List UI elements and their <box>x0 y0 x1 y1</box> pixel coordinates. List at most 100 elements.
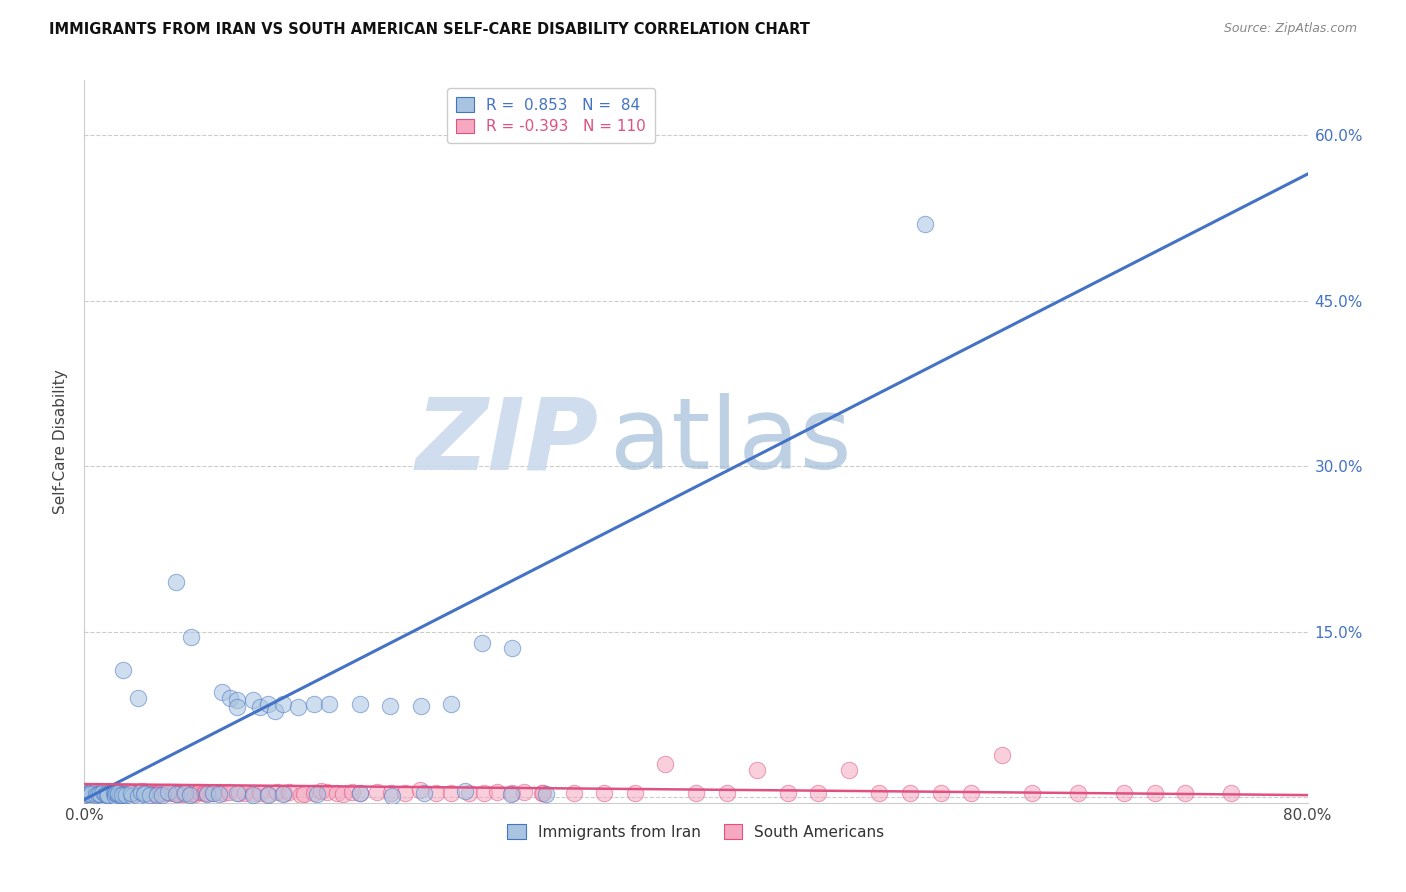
Point <box>242 693 264 707</box>
Point <box>228 786 250 800</box>
Point <box>107 786 129 800</box>
Point <box>110 788 132 802</box>
Point <box>960 786 983 800</box>
Point <box>440 697 463 711</box>
Point <box>292 787 315 801</box>
Point <box>93 786 115 800</box>
Point <box>153 786 176 800</box>
Point <box>290 788 312 802</box>
Point <box>122 787 145 801</box>
Point <box>120 786 142 800</box>
Point <box>77 786 100 800</box>
Point <box>208 788 231 802</box>
Point <box>73 786 96 800</box>
Point <box>104 786 127 800</box>
Point <box>180 786 202 800</box>
Point <box>531 786 554 800</box>
Point <box>80 787 103 801</box>
Point <box>173 786 195 800</box>
Point <box>166 787 188 801</box>
Point <box>1021 786 1043 800</box>
Point <box>776 786 799 800</box>
Point <box>226 693 249 707</box>
Text: IMMIGRANTS FROM IRAN VS SOUTH AMERICAN SELF-CARE DISABILITY CORRELATION CHART: IMMIGRANTS FROM IRAN VS SOUTH AMERICAN S… <box>49 22 810 37</box>
Point <box>453 784 475 798</box>
Point <box>654 757 676 772</box>
Point <box>93 785 115 799</box>
Point <box>249 786 271 800</box>
Point <box>96 789 118 803</box>
Point <box>225 786 247 800</box>
Text: atlas: atlas <box>610 393 852 490</box>
Point <box>111 788 134 802</box>
Point <box>90 786 112 800</box>
Point <box>136 786 159 800</box>
Point <box>84 788 107 802</box>
Point <box>380 786 402 800</box>
Point <box>302 786 325 800</box>
Point <box>107 786 129 800</box>
Point <box>101 785 124 799</box>
Point <box>485 785 508 799</box>
Point <box>195 786 218 800</box>
Point <box>624 786 647 800</box>
Point <box>257 787 280 801</box>
Point <box>145 788 167 802</box>
Point <box>112 788 135 802</box>
Point <box>121 786 143 800</box>
Point <box>94 787 117 801</box>
Point <box>165 575 187 590</box>
Point <box>307 788 329 802</box>
Point <box>425 786 447 800</box>
Point <box>159 786 181 800</box>
Point <box>195 787 218 801</box>
Point <box>114 786 136 800</box>
Point <box>242 786 264 800</box>
Point <box>685 786 707 800</box>
Point <box>188 785 211 799</box>
Point <box>531 786 554 800</box>
Point <box>325 787 347 801</box>
Point <box>183 787 205 801</box>
Point <box>287 699 309 714</box>
Point <box>394 786 416 800</box>
Point <box>89 786 111 800</box>
Point <box>79 785 101 799</box>
Point <box>249 699 271 714</box>
Point <box>502 641 524 656</box>
Point <box>165 787 187 801</box>
Point <box>593 786 616 800</box>
Point <box>349 786 371 800</box>
Point <box>173 787 195 801</box>
Point <box>107 788 129 802</box>
Point <box>135 785 157 799</box>
Point <box>349 786 371 800</box>
Point <box>914 217 936 231</box>
Point <box>271 787 294 801</box>
Point <box>73 788 96 802</box>
Point <box>111 787 134 801</box>
Point <box>127 787 149 801</box>
Point <box>112 786 135 800</box>
Point <box>898 786 921 800</box>
Point <box>562 786 585 800</box>
Point <box>80 786 103 800</box>
Point <box>472 786 495 800</box>
Point <box>157 785 180 799</box>
Text: ZIP: ZIP <box>415 393 598 490</box>
Point <box>869 786 891 800</box>
Point <box>179 789 201 803</box>
Text: Source: ZipAtlas.com: Source: ZipAtlas.com <box>1223 22 1357 36</box>
Point <box>807 786 830 800</box>
Point <box>150 789 173 803</box>
Point <box>1067 786 1090 800</box>
Point <box>131 784 153 798</box>
Point <box>97 786 120 800</box>
Point <box>201 786 224 800</box>
Point <box>121 789 143 803</box>
Point <box>193 786 215 800</box>
Point <box>457 786 479 800</box>
Point <box>118 785 141 799</box>
Point <box>211 685 233 699</box>
Point <box>409 698 432 713</box>
